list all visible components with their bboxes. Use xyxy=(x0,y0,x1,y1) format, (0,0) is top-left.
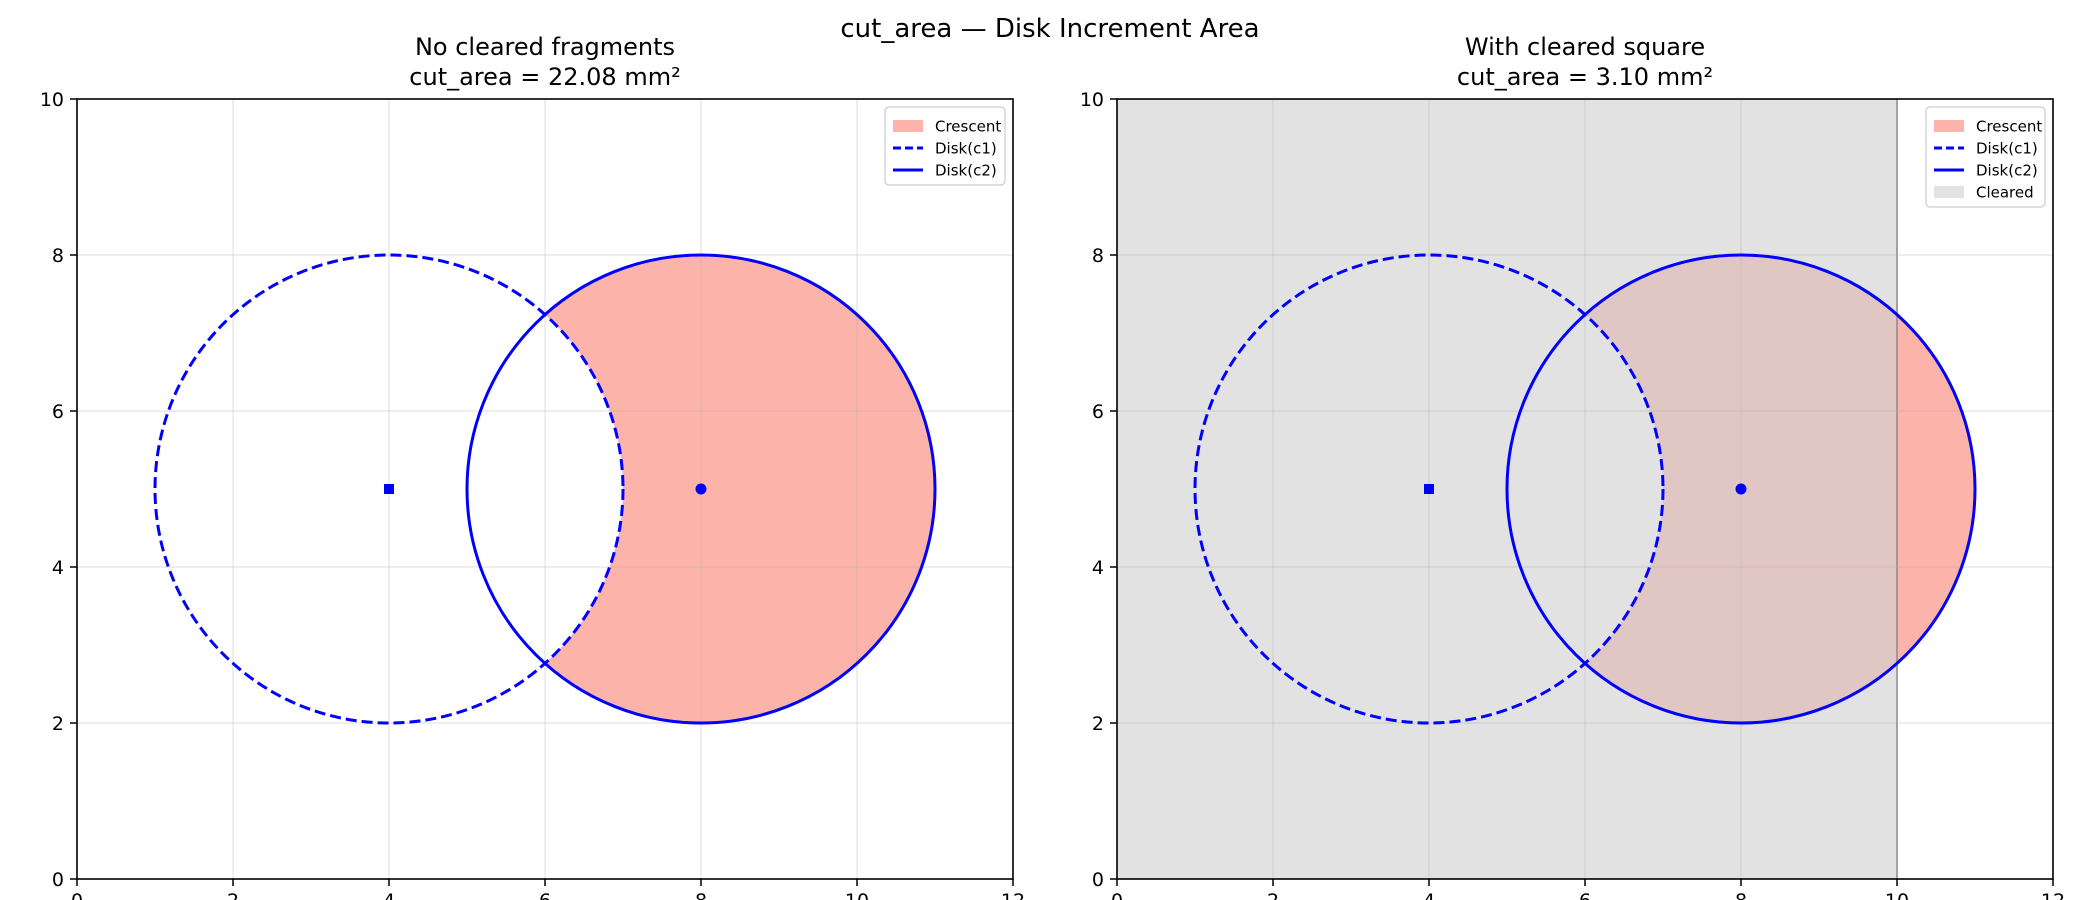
chart-title: With cleared square xyxy=(1465,33,1705,61)
x-tick-label: 0 xyxy=(71,890,83,900)
x-tick-label: 12 xyxy=(2041,890,2065,900)
center-c2-marker xyxy=(1735,483,1747,495)
legend-label: Crescent xyxy=(935,118,1001,136)
legend-crescent-swatch xyxy=(1934,120,1964,132)
legend-label: Disk(c2) xyxy=(1976,162,2038,180)
center-c2-marker xyxy=(695,483,707,495)
y-tick-label: 10 xyxy=(1080,89,1104,111)
y-tick-label: 2 xyxy=(1092,713,1104,735)
center-c1-marker xyxy=(384,484,394,494)
disk-c1-outline xyxy=(153,253,625,725)
disk-c1-outline xyxy=(1193,253,1665,725)
x-tick-label: 2 xyxy=(1267,890,1279,900)
center-c1-marker xyxy=(1424,484,1434,494)
x-tick-label: 2 xyxy=(227,890,239,900)
legend-label: Cleared xyxy=(1976,184,2034,202)
plot-area xyxy=(1117,99,2053,879)
disk-c2-outline xyxy=(1505,253,1977,725)
y-tick-label: 0 xyxy=(52,869,64,891)
x-tick-label: 6 xyxy=(1579,890,1591,900)
x-tick-label: 8 xyxy=(695,890,707,900)
x-tick-label: 0 xyxy=(1111,890,1123,900)
left-chart-panel: 0 2 4 6 8 10 12 0 2 4 6 8 10 No cleared fragmentscut_… xyxy=(40,33,1025,900)
chart-title: No cleared fragments xyxy=(415,33,675,61)
y-tick-label: 8 xyxy=(52,245,64,267)
legend: Crescent Disk(c1) Disk(c2) Cleared xyxy=(1925,106,2046,208)
legend-label: Crescent xyxy=(1976,118,2042,136)
legend-label: Disk(c2) xyxy=(935,162,997,180)
figure-suptitle: cut_area — Disk Increment Area xyxy=(840,14,1259,44)
right-chart-panel: 0 2 4 6 8 10 12 0 2 4 6 8 10 With cleared squarecut_a… xyxy=(1080,33,2065,900)
y-tick-label: 8 xyxy=(1092,245,1104,267)
y-tick-label: 6 xyxy=(1092,401,1104,423)
legend-cleared-swatch xyxy=(1934,186,1964,198)
legend-label: Disk(c1) xyxy=(935,140,997,158)
x-tick-label: 8 xyxy=(1735,890,1747,900)
y-tick-label: 4 xyxy=(1092,557,1104,579)
plot-area xyxy=(77,99,1013,879)
x-tick-label: 10 xyxy=(845,890,869,900)
y-tick-label: 2 xyxy=(52,713,64,735)
legend-label: Disk(c1) xyxy=(1976,140,2038,158)
x-tick-label: 4 xyxy=(1423,890,1435,900)
y-tick-label: 10 xyxy=(40,89,64,111)
x-tick-label: 12 xyxy=(1001,890,1025,900)
chart-subtitle: cut_area = 22.08 mm² xyxy=(409,63,680,91)
y-tick-label: 0 xyxy=(1092,869,1104,891)
legend-crescent-swatch xyxy=(893,120,923,132)
x-tick-label: 10 xyxy=(1885,890,1909,900)
legend: Crescent Disk(c1) Disk(c2) xyxy=(884,106,1006,186)
chart-subtitle: cut_area = 3.10 mm² xyxy=(1457,63,1713,91)
y-tick-label: 4 xyxy=(52,557,64,579)
disk-c2-outline xyxy=(465,253,937,725)
x-tick-label: 4 xyxy=(383,890,395,900)
x-tick-label: 6 xyxy=(539,890,551,900)
y-tick-label: 6 xyxy=(52,401,64,423)
